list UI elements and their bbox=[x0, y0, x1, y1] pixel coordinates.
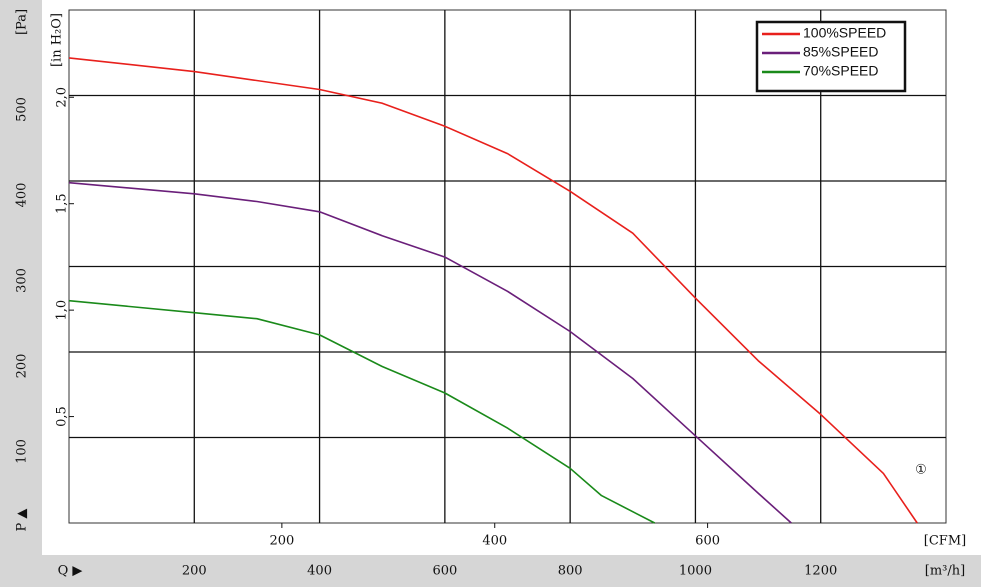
legend-label: 70%SPEED bbox=[803, 63, 878, 79]
x-tick-label: 1200 bbox=[804, 564, 837, 579]
x-tick-label: 400 bbox=[307, 564, 332, 579]
y-tick-label: 200 bbox=[15, 354, 30, 379]
series-line bbox=[68, 299, 656, 524]
y-tick-label: 300 bbox=[15, 268, 30, 293]
series-line bbox=[68, 181, 792, 524]
x-tick-label: 600 bbox=[432, 564, 457, 579]
x2-label: [CFM] bbox=[924, 534, 966, 549]
y2-label: [in H₂O] bbox=[50, 13, 65, 67]
annotation: ① bbox=[915, 463, 927, 478]
y2-tick-label: 1,5 bbox=[55, 193, 70, 214]
y-tick-label: 400 bbox=[15, 183, 30, 208]
x2-tick-label: 400 bbox=[482, 534, 507, 549]
y2-tick-label: 0,5 bbox=[55, 406, 70, 427]
x2-tick-label: 200 bbox=[269, 534, 294, 549]
legend-label: 85%SPEED bbox=[803, 44, 878, 60]
series-line bbox=[68, 57, 918, 524]
x-tick-label: 200 bbox=[182, 564, 207, 579]
x-axis-symbol: Q ▶ bbox=[58, 564, 83, 579]
y2-tick-label: 2,0 bbox=[55, 87, 70, 108]
legend-label: 100%SPEED bbox=[803, 25, 886, 41]
bottom-band bbox=[0, 555, 981, 587]
x-tick-label: 1000 bbox=[679, 564, 712, 579]
x-label: [m³/h] bbox=[925, 564, 965, 579]
y-tick-label: 100 bbox=[15, 439, 30, 464]
y-tick-label: 500 bbox=[15, 97, 30, 122]
y-label: [Pa] bbox=[15, 9, 30, 35]
y-axis-symbol: P ▲ bbox=[15, 509, 30, 532]
x2-tick-label: 600 bbox=[695, 534, 720, 549]
left-band bbox=[0, 0, 42, 587]
x-tick-label: 800 bbox=[558, 564, 583, 579]
y2-tick-label: 1,0 bbox=[55, 300, 70, 321]
